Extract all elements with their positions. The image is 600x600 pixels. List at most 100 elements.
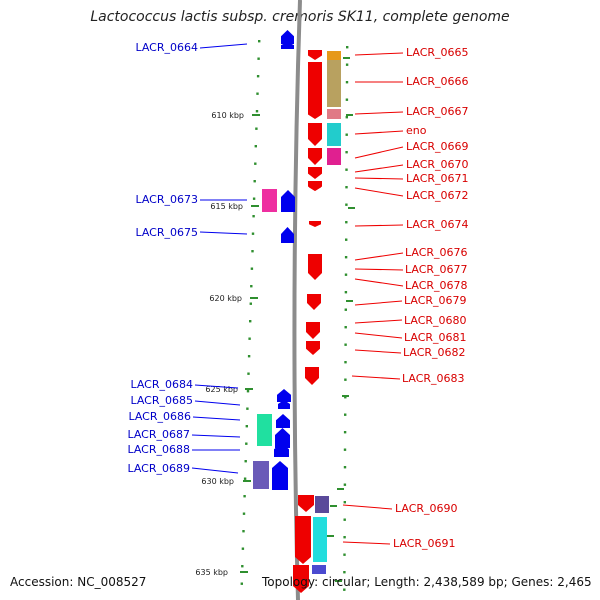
gene-label-lacr-0680[interactable]: LACR_0680: [404, 314, 467, 327]
ruler-dot: [247, 372, 250, 375]
scale-tick-label: 635 kbp: [195, 568, 228, 577]
ruler-dot: [252, 215, 255, 218]
label-connector: [354, 252, 404, 261]
gene-label-lacr-0673[interactable]: LACR_0673: [135, 193, 198, 206]
scale-tick-label: 620 kbp: [209, 294, 242, 303]
feature-box: [327, 148, 341, 165]
gene-label-lacr-0672[interactable]: LACR_0672: [406, 189, 469, 202]
cds-reverse-arrow: [309, 221, 321, 227]
ruler-dot: [245, 442, 248, 445]
ruler-dot: [343, 571, 346, 574]
gene-label-lacr-0682[interactable]: LACR_0682: [403, 346, 466, 359]
ruler-dot: [343, 518, 346, 521]
ruler-dash: [346, 300, 353, 302]
ruler-dot: [344, 361, 347, 364]
cds-reverse-arrow: [298, 495, 314, 512]
cds-forward-arrow: [281, 227, 294, 243]
ruler-dot: [246, 390, 250, 393]
ruler-dot: [345, 238, 348, 241]
label-connector: [354, 52, 404, 56]
feature-box: [253, 461, 269, 489]
cds-forward-arrow: [281, 30, 294, 44]
label-connector: [199, 43, 248, 49]
cds-forward-arrow: [272, 461, 288, 490]
gene-label-lacr-0685[interactable]: LACR_0685: [130, 394, 193, 407]
ruler-dot: [344, 326, 347, 329]
ruler-dash: [343, 57, 350, 59]
feature-box: [315, 496, 329, 513]
gene-label-lacr-0675[interactable]: LACR_0675: [135, 226, 198, 239]
cds-reverse-arrow: [308, 62, 322, 117]
ruler-dot: [256, 92, 259, 95]
cds-reverse-arrow: [306, 322, 320, 339]
gene-label-lacr-0690[interactable]: LACR_0690: [395, 502, 458, 515]
gene-label-lacr-0669[interactable]: LACR_0669: [406, 140, 469, 153]
cds-reverse-arrow: [309, 183, 321, 191]
gene-label-lacr-0684[interactable]: LACR_0684: [130, 378, 193, 391]
ruler-dot: [251, 232, 255, 235]
ruler-dot: [253, 180, 256, 183]
feature-box: [313, 517, 327, 562]
ruler-dot: [250, 267, 254, 270]
feature-box: [327, 60, 341, 107]
forward-gene-labels: LACR_0664 LACR_0673 LACR_0675 LACR_0684 …: [127, 41, 198, 475]
ruler-dot: [251, 250, 254, 253]
gene-label-lacr-0674[interactable]: LACR_0674: [406, 218, 469, 231]
ruler-dot: [345, 151, 348, 154]
ruler-dot: [343, 501, 346, 504]
gene-label-lacr-0689[interactable]: LACR_0689: [127, 462, 190, 475]
ruler-dot: [256, 75, 260, 78]
gene-label-lacr-0679[interactable]: LACR_0679: [404, 294, 467, 307]
ruler-dot: [345, 98, 349, 101]
scale-tick-label: 610 kbp: [211, 111, 244, 120]
gene-label-lacr-0665[interactable]: LACR_0665: [406, 46, 469, 59]
gene-label-lacr-0681[interactable]: LACR_0681: [404, 331, 467, 344]
ruler-dash: [346, 114, 353, 116]
label-connector: [354, 300, 403, 306]
gene-label-lacr-0683[interactable]: LACR_0683: [402, 372, 465, 385]
label-connector: [354, 224, 404, 227]
ruler-dash: [327, 535, 334, 537]
ruler-dash: [348, 207, 355, 209]
gene-label-lacr-0678[interactable]: LACR_0678: [405, 279, 468, 292]
gene-label-lacr-0686[interactable]: LACR_0686: [128, 410, 191, 423]
gene-label-lacr-0671[interactable]: LACR_0671: [406, 172, 469, 185]
ruler-dot: [255, 110, 259, 113]
ruler-dot: [243, 495, 246, 498]
cds-reverse-arrow: [308, 167, 322, 179]
ruler-dot: [344, 308, 347, 311]
cds-forward-arrow: [275, 428, 290, 448]
ruler-dot: [249, 302, 252, 305]
label-connector: [199, 231, 248, 235]
ruler-dot: [344, 256, 348, 259]
gene-label-lacr-0677[interactable]: LACR_0677: [405, 263, 468, 276]
ruler-dot: [343, 431, 347, 434]
gene-label-eno[interactable]: eno: [406, 124, 427, 137]
cds-features: [253, 30, 341, 593]
gene-label-lacr-0691[interactable]: LACR_0691: [393, 537, 456, 550]
feature-box: [262, 189, 277, 212]
gene-label-lacr-0667[interactable]: LACR_0667: [406, 105, 469, 118]
label-connector: [354, 349, 402, 354]
label-connector: [194, 400, 241, 406]
ruler-dot: [345, 63, 349, 66]
label-connector: [351, 375, 401, 380]
cds-reverse-arrow: [307, 294, 321, 310]
cds-reverse-arrow: [308, 109, 322, 119]
gene-label-lacr-0687[interactable]: LACR_0687: [127, 428, 190, 441]
gene-label-lacr-0688[interactable]: LACR_0688: [127, 443, 190, 456]
gene-label-lacr-0664[interactable]: LACR_0664: [135, 41, 198, 54]
ruler-dot: [242, 512, 246, 515]
label-connector: [342, 504, 393, 510]
ruler-dot: [344, 413, 347, 416]
ruler-dot: [346, 46, 349, 49]
cds-forward-arrow: [278, 400, 290, 409]
gene-label-lacr-0676[interactable]: LACR_0676: [405, 246, 468, 259]
gene-label-lacr-0670[interactable]: LACR_0670: [406, 158, 469, 171]
cds-reverse-arrow: [308, 123, 322, 146]
ruler-dot: [246, 407, 249, 410]
gene-label-lacr-0666[interactable]: LACR_0666: [406, 75, 469, 88]
label-connector: [354, 187, 404, 197]
cds-reverse-arrow: [308, 148, 322, 165]
ruler-dot: [241, 565, 244, 568]
